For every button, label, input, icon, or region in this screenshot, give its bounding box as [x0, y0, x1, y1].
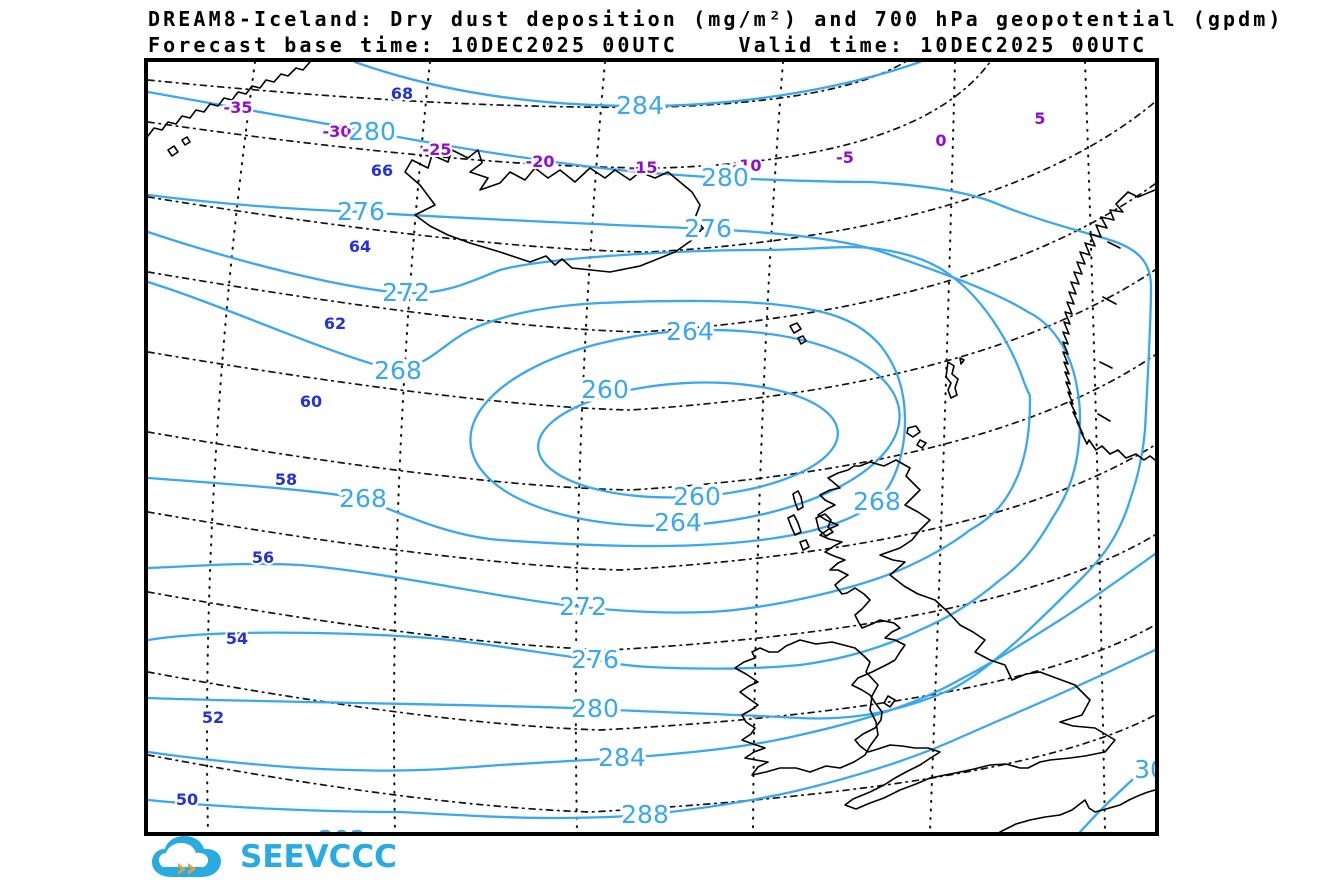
- contour-280-wrap: [148, 90, 1153, 720]
- contour-284-north: [353, 62, 922, 108]
- latitude-label: 66: [371, 161, 393, 180]
- coast-ireland: [734, 639, 879, 776]
- coast-shetland: [959, 357, 965, 365]
- contour-label: 272: [559, 592, 607, 621]
- map-frame: -35 -30 -25 -20 -15 -10 -5 0 5 68 66 64 62 60 58 56 54 5…: [144, 58, 1159, 836]
- geopotential-contours: [148, 62, 1155, 832]
- contour-260-closed: [537, 381, 839, 499]
- longitude-label: 0: [935, 131, 946, 150]
- latitude-label: 58: [275, 470, 297, 489]
- coast-norway-fjord: [1097, 413, 1111, 422]
- contour-label: 280: [348, 117, 396, 146]
- coast-isle-of-man: [883, 695, 896, 708]
- coast-great-britain: [817, 459, 1116, 810]
- contour-label: 292: [318, 825, 366, 832]
- latitude-label: 64: [349, 237, 371, 256]
- seevccc-cloud-icon: [152, 836, 221, 877]
- contour-label: 288: [621, 800, 669, 829]
- contour-label: 30: [1134, 755, 1155, 784]
- coast-norway-fjord: [1102, 296, 1117, 305]
- latitude-label: 60: [300, 392, 322, 411]
- latitude-label: 50: [176, 790, 198, 809]
- seevccc-logo: SEEVCCC: [148, 833, 488, 883]
- longitude-label: -35: [224, 98, 253, 117]
- map-title: DREAM8-Iceland: Dry dust deposition (mg/…: [148, 7, 1284, 31]
- coast-norway-fjord: [1099, 361, 1113, 369]
- coast-shetland: [945, 361, 959, 399]
- longitude-label: -20: [526, 152, 555, 171]
- contour-label: 276: [337, 197, 385, 226]
- longitude-label: -5: [836, 148, 854, 167]
- latitude-label: 68: [391, 84, 413, 103]
- contour-label: 268: [374, 356, 422, 385]
- contour-label: 264: [666, 317, 714, 346]
- longitude-label: 5: [1034, 109, 1045, 128]
- coast-faroes: [797, 335, 807, 345]
- map-subtitle-times: Forecast base time: 10DEC2025 00UTC Vali…: [148, 33, 1148, 57]
- contour-value-labels: 284 280 280 276 276 272 264 268 260 260 268 268 264 2…: [315, 88, 1155, 833]
- coast-orkney: [906, 425, 921, 438]
- coast-faroes: [789, 322, 802, 334]
- latitude-label: 52: [202, 708, 224, 727]
- coast-iceland: [404, 149, 704, 273]
- latitude-label: 56: [252, 548, 274, 567]
- coast-greenland-islet: [167, 145, 179, 157]
- graticule-meridians: [205, 62, 1107, 832]
- longitude-labels: -35 -30 -25 -20 -15 -10 -5 0 5: [222, 96, 1048, 179]
- contour-label: 260: [673, 482, 721, 511]
- latitude-label: 62: [324, 314, 346, 333]
- contour-268-wrap: [148, 280, 907, 548]
- contour-label: 284: [616, 91, 664, 120]
- contour-label: 280: [701, 163, 749, 192]
- seevccc-logo-text: SEEVCCC: [240, 839, 397, 875]
- contour-label: 284: [598, 743, 646, 772]
- coast-skye: [815, 513, 834, 537]
- contour-label: 260: [581, 375, 629, 404]
- contour-label: 276: [684, 214, 732, 243]
- contour-label: 272: [382, 278, 430, 307]
- contour-276-wrap: [148, 193, 1082, 670]
- latitude-label: 54: [226, 629, 248, 648]
- contour-label: 268: [853, 487, 901, 516]
- contour-284-south: [148, 552, 1155, 772]
- coast-hebrides: [799, 539, 810, 551]
- forecast-map: -35 -30 -25 -20 -15 -10 -5 0 5 68 66 64 62 60 58 56 54 5…: [148, 62, 1155, 832]
- contour-288: [148, 648, 1155, 820]
- contour-label: 264: [654, 508, 702, 537]
- contour-272-wrap: [148, 230, 1032, 614]
- latitude-labels: 68 66 64 62 60 58 56 54 52 50: [174, 82, 415, 811]
- longitude-label: -15: [629, 158, 658, 177]
- contour-label: 276: [571, 645, 619, 674]
- coastlines: [148, 62, 1155, 832]
- longitude-label: -10: [733, 156, 762, 175]
- coast-norway: [1062, 189, 1155, 461]
- coast-france: [999, 789, 1155, 832]
- coast-greenland-islet: [181, 136, 191, 146]
- coast-orkney: [916, 439, 927, 449]
- contour-label: 268: [339, 484, 387, 513]
- contour-corner-southeast: [1078, 758, 1155, 832]
- longitude-label: -30: [323, 122, 352, 141]
- coast-hebrides: [787, 514, 802, 536]
- contour-264-closed: [469, 328, 901, 528]
- contour-label: 280: [571, 694, 619, 723]
- longitude-label: -25: [423, 140, 452, 159]
- coast-hebrides: [792, 490, 804, 511]
- coast-norway-fjord: [1107, 241, 1121, 249]
- coast-greenland: [148, 62, 311, 137]
